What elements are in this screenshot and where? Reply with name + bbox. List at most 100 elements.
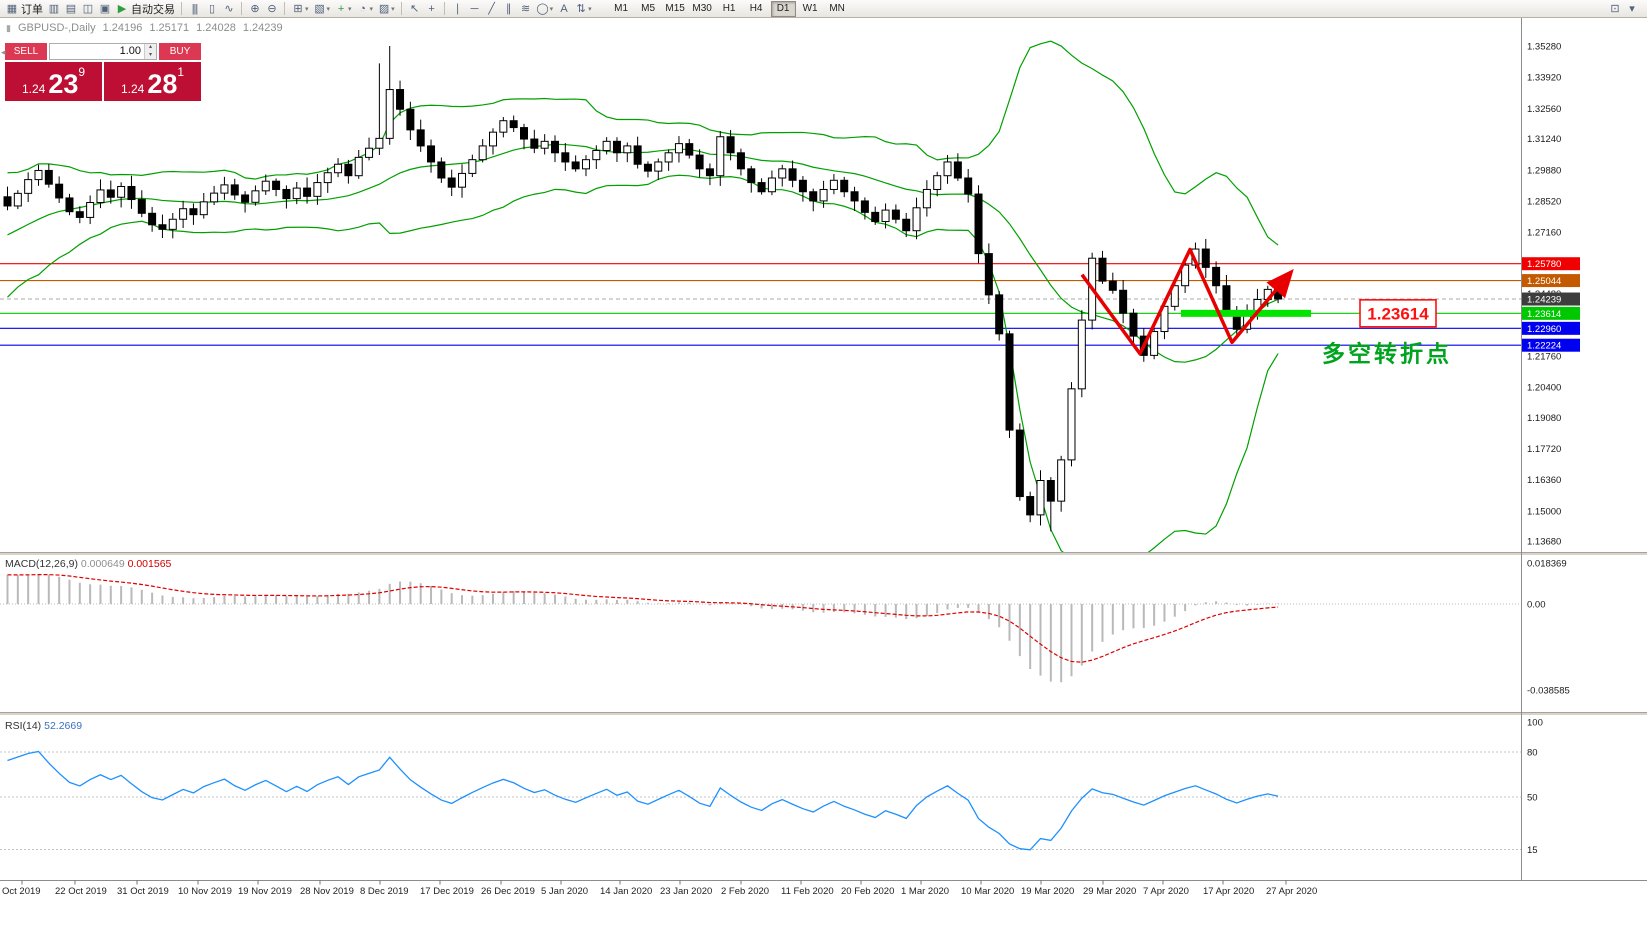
horizontal-line-button[interactable]: ─ xyxy=(466,1,483,17)
chevron-down-icon[interactable]: ▾ xyxy=(369,5,374,13)
svg-text:29 Mar 2020: 29 Mar 2020 xyxy=(1083,886,1136,897)
svg-text:1 Mar 2020: 1 Mar 2020 xyxy=(901,886,949,897)
price-tag-1.25780: 1.25780 xyxy=(1522,257,1580,271)
toolbar-separator xyxy=(181,2,182,15)
zigzag-trend-annotation[interactable] xyxy=(1080,247,1294,356)
chevron-down-icon[interactable]: ▾ xyxy=(549,5,554,13)
chevron-down-icon[interactable]: ▾ xyxy=(348,5,352,13)
periods-button[interactable]: ◔ ▾ xyxy=(354,1,376,17)
svg-text:1.15000: 1.15000 xyxy=(1527,506,1561,517)
timeframe-m1-button[interactable]: M1 xyxy=(614,3,629,14)
tile-windows-button[interactable]: ⊞ ▾ xyxy=(289,1,311,17)
autotrading-button[interactable]: ▶ 自动交易 xyxy=(113,1,177,17)
buy-button[interactable]: BUY xyxy=(159,43,201,60)
arrows-button[interactable]: ⇅ ▾ xyxy=(572,1,594,17)
channel-button[interactable]: ∥ xyxy=(500,1,517,17)
volume-up-icon[interactable]: ▴ xyxy=(145,44,156,52)
arrange-windows-button[interactable]: ⊡ xyxy=(1606,1,1623,17)
svg-text:22 Oct 2019: 22 Oct 2019 xyxy=(55,886,107,897)
navigator-button[interactable]: ◫ xyxy=(79,1,96,17)
candlestick-chart-button[interactable]: ▯ xyxy=(203,1,220,17)
svg-text:1.32560: 1.32560 xyxy=(1527,104,1561,115)
price-tag-1.22960: 1.22960 xyxy=(1522,321,1580,335)
line-chart-button[interactable]: ∿ xyxy=(220,1,237,17)
macd-signal-line xyxy=(7,574,1279,663)
timeframe-mn-button[interactable]: MN xyxy=(829,3,845,14)
terminal-icon: ▣ xyxy=(99,2,110,15)
chevron-down-icon[interactable]: ▾ xyxy=(588,5,592,13)
indicators-button[interactable]: + ▾ xyxy=(332,1,354,17)
sell-price-small: 1.24 xyxy=(21,82,46,96)
data-window-button[interactable]: ▤ xyxy=(62,1,79,17)
vertical-line-icon: ∣ xyxy=(454,2,461,15)
chart-high-value: 1.25171 xyxy=(149,22,190,34)
shapes-icon: ◯ xyxy=(536,2,548,15)
timeframe-h4-button[interactable]: H4 xyxy=(749,3,763,14)
volume-input[interactable]: 1.00 ▴ ▾ xyxy=(49,43,157,60)
timeframe-w1-button[interactable]: W1 xyxy=(802,3,818,14)
trade-panel-collapse-icon[interactable]: ◂ xyxy=(1,47,6,57)
bar-chart-button[interactable]: ||| xyxy=(186,1,203,17)
text-icon: A xyxy=(560,2,567,15)
svg-text:20 Feb 2020: 20 Feb 2020 xyxy=(841,886,894,897)
buy-price-big: 28 xyxy=(147,69,178,99)
timeframe-m30-button[interactable]: M30 xyxy=(692,3,712,14)
timeframe-d1-button[interactable]: D1 xyxy=(770,0,796,17)
macd-label: MACD(12,26,9) 0.000649 0.001565 xyxy=(5,558,172,570)
crosshair-button[interactable]: + xyxy=(423,1,440,17)
svg-text:5 Jan 2020: 5 Jan 2020 xyxy=(541,886,588,897)
chart-area[interactable]: 1.23614 多空转折点 MACD(12,26,9) 0.000649 0.001… xyxy=(0,18,1647,943)
svg-text:19 Mar 2020: 19 Mar 2020 xyxy=(1021,886,1074,897)
svg-text:11 Feb 2020: 11 Feb 2020 xyxy=(781,886,834,897)
chart-low-value: 1.24028 xyxy=(196,22,236,34)
time-axis[interactable]: Oct 2019 22 Oct 2019 31 Oct 2019 10 Nov 201… xyxy=(2,880,1317,897)
new-order-button-label: 订单 xyxy=(21,3,43,16)
profiles-button[interactable]: ▧ ▾ xyxy=(311,1,333,17)
buy-price-tile[interactable]: 1.24 28 1 xyxy=(104,62,201,101)
arrows-icon: ⇅ xyxy=(576,2,585,15)
trendline-button[interactable]: ╱ xyxy=(483,1,500,17)
svg-text:1.28520: 1.28520 xyxy=(1527,196,1561,207)
fibonacci-button[interactable]: ≋ xyxy=(517,1,534,17)
chevron-down-icon[interactable]: ▾ xyxy=(305,5,309,13)
chevron-down-icon[interactable]: ▾ xyxy=(391,5,395,13)
timeframe-m5-button[interactable]: M5 xyxy=(641,3,656,14)
channel-icon: ∥ xyxy=(505,2,512,15)
toolbar-separator xyxy=(400,2,402,15)
terminal-button[interactable]: ▣ xyxy=(96,1,113,17)
panel-splitter[interactable] xyxy=(0,552,1647,555)
svg-text:1.23614: 1.23614 xyxy=(1367,304,1429,323)
new-order-button[interactable]: ▦ 订单 xyxy=(3,1,45,17)
svg-text:1.24239: 1.24239 xyxy=(1527,295,1561,306)
text-button[interactable]: A xyxy=(555,1,572,17)
cursor-button[interactable]: ↖ xyxy=(406,1,423,17)
timeframe-h1-button[interactable]: H1 xyxy=(722,3,736,14)
market-watch-button[interactable]: ▥ xyxy=(45,1,62,17)
volume-down-icon[interactable]: ▾ xyxy=(145,51,156,59)
volume-spinner[interactable]: ▴ ▾ xyxy=(144,44,156,59)
templates-button[interactable]: ▨ ▾ xyxy=(375,1,397,17)
svg-text:1.33920: 1.33920 xyxy=(1527,73,1561,84)
timeframe-m15-button[interactable]: M15 xyxy=(665,3,685,14)
macd-axis-label: 0.018369 xyxy=(1527,559,1567,570)
svg-text:1.19080: 1.19080 xyxy=(1527,413,1561,424)
price-callout[interactable]: 1.23614 xyxy=(1359,299,1437,328)
price-tag-1.22224: 1.22224 xyxy=(1522,338,1580,352)
sell-price-tile[interactable]: 1.24 23 9 xyxy=(5,62,102,101)
support-highlight-segment[interactable] xyxy=(1181,309,1311,317)
toolbar-more-button[interactable]: ▾ xyxy=(1623,1,1640,17)
sell-button[interactable]: SELL xyxy=(5,43,47,60)
panel-splitter[interactable] xyxy=(0,712,1647,715)
zoom-out-button[interactable]: ⊖ xyxy=(263,1,280,17)
shapes-button[interactable]: ◯ ▾ xyxy=(534,1,556,17)
zoom-in-icon: ⊕ xyxy=(250,2,259,15)
chevron-down-icon[interactable]: ▾ xyxy=(326,5,331,13)
sell-price-sup: 9 xyxy=(78,65,86,79)
toolbar-more-icon: ▾ xyxy=(1629,2,1635,15)
svg-text:26 Dec 2019: 26 Dec 2019 xyxy=(481,886,535,897)
turning-point-annotation[interactable]: 多空转折点 xyxy=(1322,340,1452,366)
vertical-line-button[interactable]: ∣ xyxy=(449,1,466,17)
zoom-in-button[interactable]: ⊕ xyxy=(246,1,263,17)
autotrading-button-label: 自动交易 xyxy=(131,3,175,16)
svg-text:1.17720: 1.17720 xyxy=(1527,444,1561,455)
